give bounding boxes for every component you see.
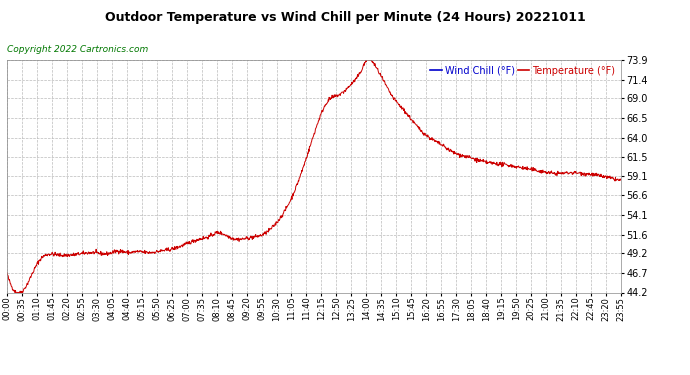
Text: Copyright 2022 Cartronics.com: Copyright 2022 Cartronics.com [7,45,148,54]
Text: Outdoor Temperature vs Wind Chill per Minute (24 Hours) 20221011: Outdoor Temperature vs Wind Chill per Mi… [105,11,585,24]
Legend: Wind Chill (°F), Temperature (°F): Wind Chill (°F), Temperature (°F) [429,65,616,77]
